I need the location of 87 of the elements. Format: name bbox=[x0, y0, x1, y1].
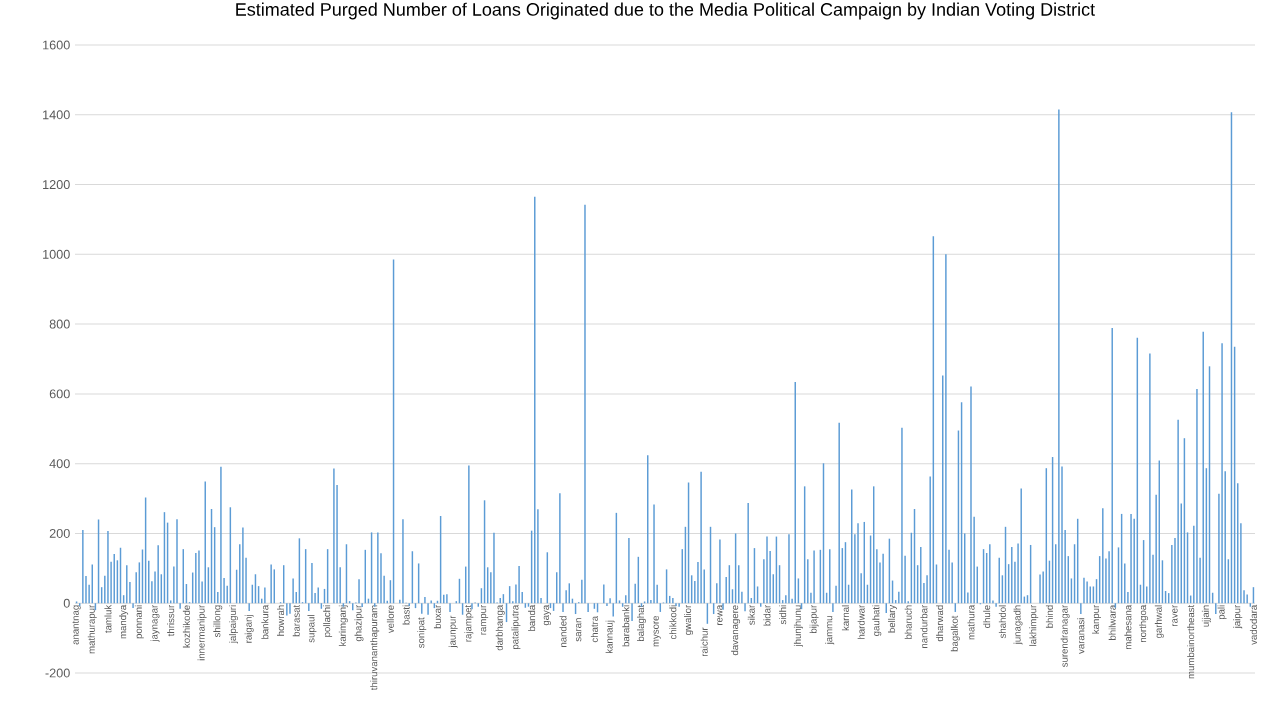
x-tick-label: bankura bbox=[261, 604, 269, 639]
x-tick-label: mysore bbox=[653, 615, 661, 647]
x-tick-label: pollachi bbox=[323, 605, 333, 637]
x-tick-label: darbhanga bbox=[495, 604, 505, 651]
x-tick-label: anantnag bbox=[72, 605, 81, 645]
x-tick-label: howrah bbox=[277, 605, 285, 636]
x-tick-label: pali bbox=[1217, 605, 1227, 620]
x-tick-label: kozhikode bbox=[182, 605, 190, 648]
x-tick-label: shahdol bbox=[998, 605, 1006, 639]
x-tick-label: banda bbox=[528, 604, 536, 631]
x-tick-label: chikkodi bbox=[669, 605, 677, 640]
x-tick-label: gwalior bbox=[684, 605, 694, 635]
x-tick-label: sidhi bbox=[779, 605, 787, 625]
y-tick-label: 400 bbox=[49, 459, 70, 469]
y-tick-label: 1000 bbox=[43, 249, 70, 259]
x-tick-label: gaya bbox=[543, 604, 551, 626]
x-tick-label: kannauj bbox=[605, 620, 615, 654]
y-tick-label: 1200 bbox=[43, 180, 70, 190]
x-tick-label: mathurapur bbox=[87, 604, 97, 654]
x-tick-label: sikar bbox=[747, 604, 755, 625]
x-tick-label: saran bbox=[576, 618, 582, 642]
x-tick-label: jaunpur bbox=[448, 615, 458, 648]
x-tick-label: vellore bbox=[386, 605, 394, 634]
x-tick-label: buxar bbox=[433, 604, 441, 629]
x-tick-label: mathura bbox=[967, 604, 975, 640]
x-tick-label: junagadh bbox=[1013, 605, 1023, 645]
x-tick-label: dharwad bbox=[936, 605, 944, 642]
x-tick-label: gauhati bbox=[872, 605, 882, 636]
y-tick-label: 0 bbox=[63, 598, 70, 608]
x-tick-label: balaghat bbox=[636, 604, 646, 642]
y-tick-label: 800 bbox=[49, 319, 70, 329]
x-tick-label: raiganj bbox=[244, 615, 254, 643]
x-tick-label: kanpur bbox=[1092, 604, 1101, 634]
y-tick-label: 600 bbox=[49, 389, 70, 399]
x-tick-label: thrissur bbox=[167, 604, 175, 637]
x-tick-label: hardwar bbox=[857, 604, 865, 639]
x-tick-label: jaynagar bbox=[150, 605, 160, 642]
y-tick-label: 1400 bbox=[43, 110, 70, 120]
x-tick-label: bidar bbox=[763, 604, 771, 626]
x-tick-label: shillong bbox=[213, 605, 223, 638]
x-tick-label: ghazipur bbox=[354, 605, 364, 642]
x-tick-label: rampur bbox=[480, 604, 489, 635]
x-tick-label: raver bbox=[1172, 604, 1178, 627]
x-tick-label: jammu bbox=[825, 616, 835, 645]
y-tick-label: 1600 bbox=[43, 40, 70, 50]
x-tick-label: dhule bbox=[983, 605, 991, 628]
x-tick-label: bijapur bbox=[809, 605, 819, 634]
y-tick-label: 200 bbox=[49, 528, 70, 538]
x-tick-label: bellary bbox=[888, 604, 898, 633]
x-tick-label: northgoa bbox=[1139, 604, 1149, 643]
x-tick-label: barasat bbox=[292, 604, 300, 637]
x-tick-label: garhwal bbox=[1154, 605, 1164, 639]
x-tick-label: chatra bbox=[590, 615, 598, 643]
x-tick-label: rajampet bbox=[464, 604, 474, 642]
x-tick-label: nandurbar bbox=[920, 605, 928, 648]
x-tick-label: pataliputra bbox=[511, 604, 521, 650]
x-tick-label: karimganj bbox=[338, 605, 348, 646]
x-tick-label: thiruvananthapuram bbox=[370, 605, 380, 691]
x-tick-label: bharuch bbox=[904, 605, 912, 639]
x-tick-label: basti bbox=[402, 605, 410, 625]
x-tick-label: bhilwara bbox=[1108, 604, 1116, 640]
x-tick-label: jaipur bbox=[1233, 604, 1243, 629]
x-tick-label: mahesana bbox=[1124, 604, 1132, 650]
x-tick-label: mumbainortheast bbox=[1187, 604, 1195, 679]
x-tick-label: davanagere bbox=[731, 605, 741, 656]
x-tick-label: karnal bbox=[841, 605, 849, 631]
x-tick-label: supaul bbox=[307, 615, 317, 643]
x-tick-label: innermanipur bbox=[197, 605, 207, 661]
y-tick-label: -200 bbox=[45, 668, 70, 678]
x-tick-label: bhind bbox=[1045, 605, 1053, 628]
x-tick-label: raichur bbox=[700, 627, 708, 657]
x-tick-label: vadodara bbox=[1249, 604, 1257, 645]
x-tick-label: nanded bbox=[559, 616, 567, 647]
x-tick-label: surendranagar bbox=[1060, 605, 1070, 667]
x-tick-label: varanasi bbox=[1077, 618, 1085, 654]
x-tick-label: lakhimpur bbox=[1029, 605, 1039, 646]
x-tick-label: ujjain bbox=[1201, 605, 1211, 627]
x-tick-label: jalpaiguri bbox=[229, 605, 238, 644]
x-tick-label: tamluk bbox=[104, 604, 112, 633]
x-tick-label: bagalkot bbox=[950, 615, 960, 652]
x-tick-label: rewa bbox=[717, 604, 723, 625]
x-tick-label: mandya bbox=[119, 604, 129, 639]
chart-title: Estimated Purged Number of Loans Originated due to the Media Political Campaign by Indian Voting District bbox=[236, 2, 1095, 20]
x-tick-label: jhunjhunu bbox=[793, 605, 803, 647]
x-tick-label: barabanki bbox=[622, 605, 630, 647]
x-tick-label: ponnani bbox=[134, 605, 144, 639]
x-tick-label: sonipat bbox=[417, 617, 427, 648]
